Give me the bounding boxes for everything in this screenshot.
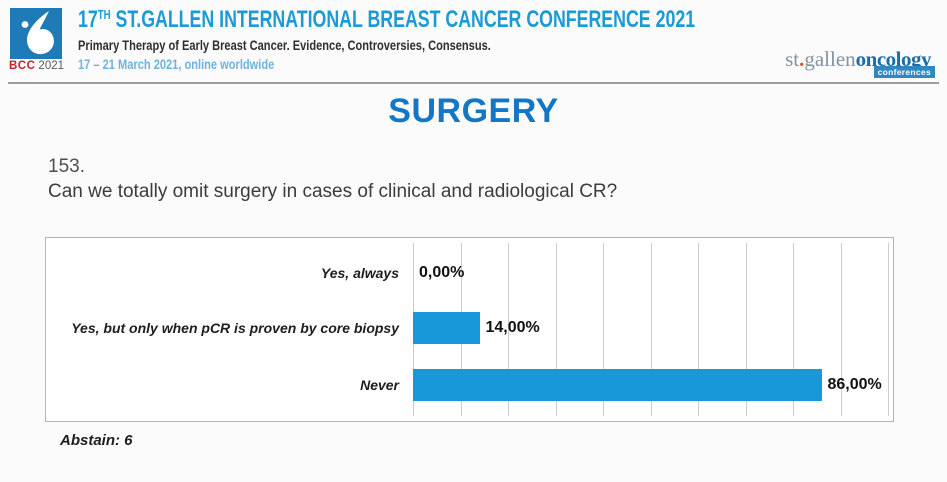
- conference-title-ordinal: TH: [97, 7, 111, 22]
- gridline: [840, 243, 842, 416]
- value-label: 14,00%: [485, 319, 540, 336]
- gridline: [603, 243, 604, 416]
- conference-subtitle: Primary Therapy of Early Breast Cancer. …: [78, 38, 491, 53]
- question-text: Can we totally omit surgery in cases of …: [48, 181, 618, 202]
- bar-chart: Yes, always 0,00% Yes, but only when pCR i…: [45, 237, 894, 422]
- gridline: [793, 243, 794, 416]
- bcc-logo: [10, 8, 62, 59]
- bar: [413, 312, 480, 344]
- logo-gallen: gallen: [804, 47, 856, 71]
- chart-row: Yes, always 0,00%: [46, 257, 893, 289]
- gridline: [745, 243, 747, 416]
- conference-title-number: 17: [78, 6, 98, 33]
- gridline: [508, 243, 509, 416]
- chart-row: Never 86,00%: [46, 369, 893, 401]
- category-label: Never: [360, 377, 399, 393]
- gridline: [650, 243, 652, 416]
- page-title: SURGERY: [388, 92, 559, 130]
- category-label: Yes, always: [320, 265, 399, 281]
- gridline: [888, 243, 889, 416]
- category-label: Yes, but only when pCR is proven by core…: [71, 320, 399, 336]
- value-label: 86,00%: [827, 376, 882, 393]
- header-divider: [8, 82, 939, 84]
- gridline: [555, 243, 557, 416]
- conference-title-text: ST.GALLEN INTERNATIONAL BREAST CANCER CO…: [110, 6, 696, 33]
- abstain-note: Abstain: 6: [60, 432, 133, 449]
- conference-dates: 17 – 21 March 2021, online worldwide: [78, 57, 275, 72]
- bcc-year: 2021: [38, 60, 65, 72]
- question-number: 153.: [48, 156, 85, 177]
- logo-st: st: [785, 47, 800, 71]
- bcc-logo-caption: BCC 2021: [9, 60, 79, 72]
- bcc-label: BCC: [9, 60, 36, 72]
- logo-dot: .: [799, 47, 805, 71]
- logo-conferences-badge: conferences: [873, 66, 935, 78]
- water-drop-icon: [21, 11, 54, 55]
- stgallen-oncology-logo: st.gallenoncology conferences: [785, 47, 935, 78]
- bar: [413, 369, 822, 401]
- conference-title: 17TH ST.GALLEN INTERNATIONAL BREAST CANC…: [78, 6, 695, 34]
- value-label: 0,00%: [419, 264, 465, 281]
- chart-row: Yes, but only when pCR is proven by core…: [46, 312, 893, 344]
- gridline: [698, 243, 699, 416]
